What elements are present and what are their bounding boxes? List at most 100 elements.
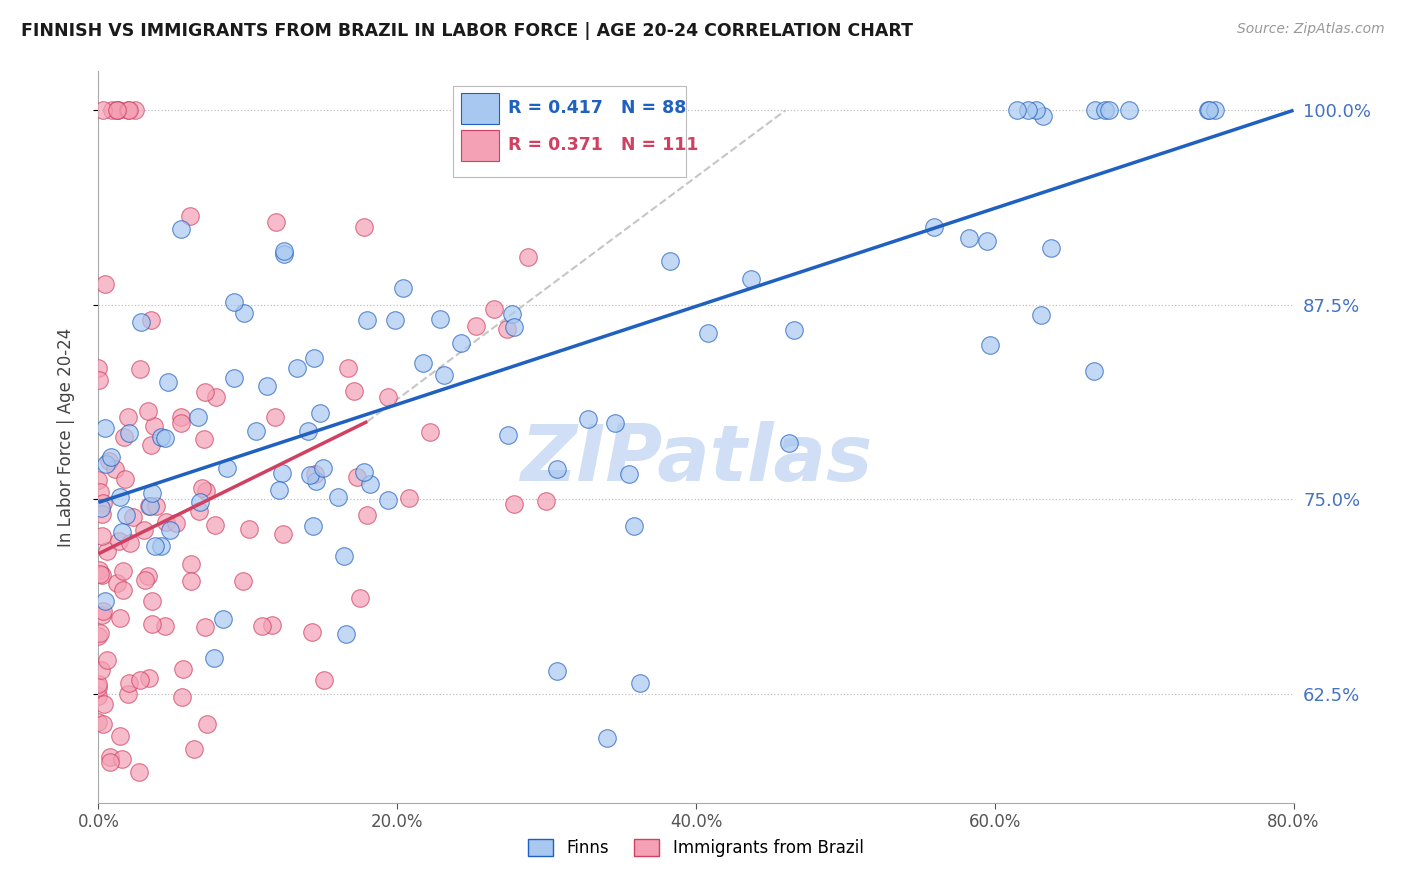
Text: R = 0.371   N = 111: R = 0.371 N = 111 — [509, 136, 699, 153]
Point — [377, 492, 399, 507]
Point — [433, 368, 456, 382]
Point — [105, 576, 128, 591]
Point — [353, 465, 375, 479]
Point — [224, 295, 246, 310]
Point — [108, 490, 131, 504]
Point — [91, 496, 114, 510]
Point — [349, 591, 371, 606]
Point — [623, 519, 645, 533]
Point — [314, 673, 336, 688]
Point — [138, 671, 160, 685]
Point — [215, 461, 238, 475]
Point — [202, 651, 225, 665]
Point — [1025, 103, 1047, 118]
Point — [546, 665, 568, 679]
Point — [91, 604, 114, 618]
Point — [108, 729, 131, 743]
Legend: Finns, Immigrants from Brazil: Finns, Immigrants from Brazil — [522, 832, 870, 864]
Point — [328, 490, 350, 504]
Point — [165, 516, 187, 531]
Point — [170, 222, 193, 236]
Point — [89, 373, 111, 387]
Point — [180, 557, 202, 571]
Point — [503, 497, 526, 511]
Point — [398, 491, 420, 505]
Point — [107, 103, 129, 118]
Point — [100, 450, 122, 465]
Point — [111, 582, 134, 597]
Point — [136, 404, 159, 418]
Point — [297, 424, 319, 438]
Point — [172, 663, 194, 677]
Point — [658, 254, 681, 268]
FancyBboxPatch shape — [461, 130, 499, 161]
Point — [90, 607, 112, 622]
Point — [108, 534, 131, 549]
Point — [101, 103, 124, 118]
Point — [90, 500, 112, 515]
Point — [141, 617, 163, 632]
Point — [118, 676, 141, 690]
Point — [143, 418, 166, 433]
Point — [957, 231, 980, 245]
Point — [547, 462, 569, 476]
Point — [273, 247, 295, 261]
Point — [1029, 309, 1052, 323]
Point — [90, 568, 112, 582]
Point — [149, 540, 172, 554]
Point — [1083, 364, 1105, 378]
Point — [141, 486, 163, 500]
Point — [1040, 241, 1063, 255]
Point — [153, 431, 176, 445]
Point — [356, 312, 378, 326]
Point — [180, 574, 202, 588]
Point — [153, 619, 176, 633]
Point — [498, 428, 520, 442]
Point — [605, 416, 627, 430]
Point — [191, 481, 214, 495]
Point — [302, 351, 325, 365]
Point — [94, 594, 117, 608]
Point — [1118, 103, 1140, 118]
Point — [263, 410, 285, 425]
Point — [419, 425, 441, 439]
Point — [1094, 103, 1116, 118]
Point — [131, 315, 153, 329]
Point — [260, 618, 283, 632]
Point — [136, 569, 159, 583]
Point — [141, 313, 163, 327]
Point — [87, 361, 110, 376]
Text: FINNISH VS IMMIGRANTS FROM BRAZIL IN LABOR FORCE | AGE 20-24 CORRELATION CHART: FINNISH VS IMMIGRANTS FROM BRAZIL IN LAB… — [21, 22, 912, 40]
Point — [412, 356, 434, 370]
Point — [391, 280, 413, 294]
Point — [134, 573, 156, 587]
Point — [143, 539, 166, 553]
Point — [346, 469, 368, 483]
Point — [114, 472, 136, 486]
Point — [1197, 103, 1219, 118]
Point — [170, 416, 193, 430]
Point — [112, 430, 135, 444]
Text: ZIPatlas: ZIPatlas — [520, 421, 872, 497]
Point — [87, 629, 110, 643]
Point — [617, 467, 640, 481]
Point — [333, 549, 356, 564]
Point — [429, 311, 451, 326]
Point — [93, 420, 115, 434]
Point — [302, 519, 325, 533]
Point — [356, 508, 378, 523]
FancyBboxPatch shape — [461, 94, 499, 124]
Point — [89, 626, 111, 640]
Point — [117, 687, 139, 701]
Point — [353, 219, 375, 234]
Point — [91, 103, 114, 118]
Point — [576, 412, 599, 426]
Point — [778, 436, 800, 450]
Point — [93, 697, 115, 711]
Point — [108, 610, 131, 624]
Point — [273, 244, 295, 259]
Point — [359, 477, 381, 491]
Point — [979, 338, 1001, 352]
Point — [1084, 103, 1107, 118]
Point — [976, 234, 998, 248]
